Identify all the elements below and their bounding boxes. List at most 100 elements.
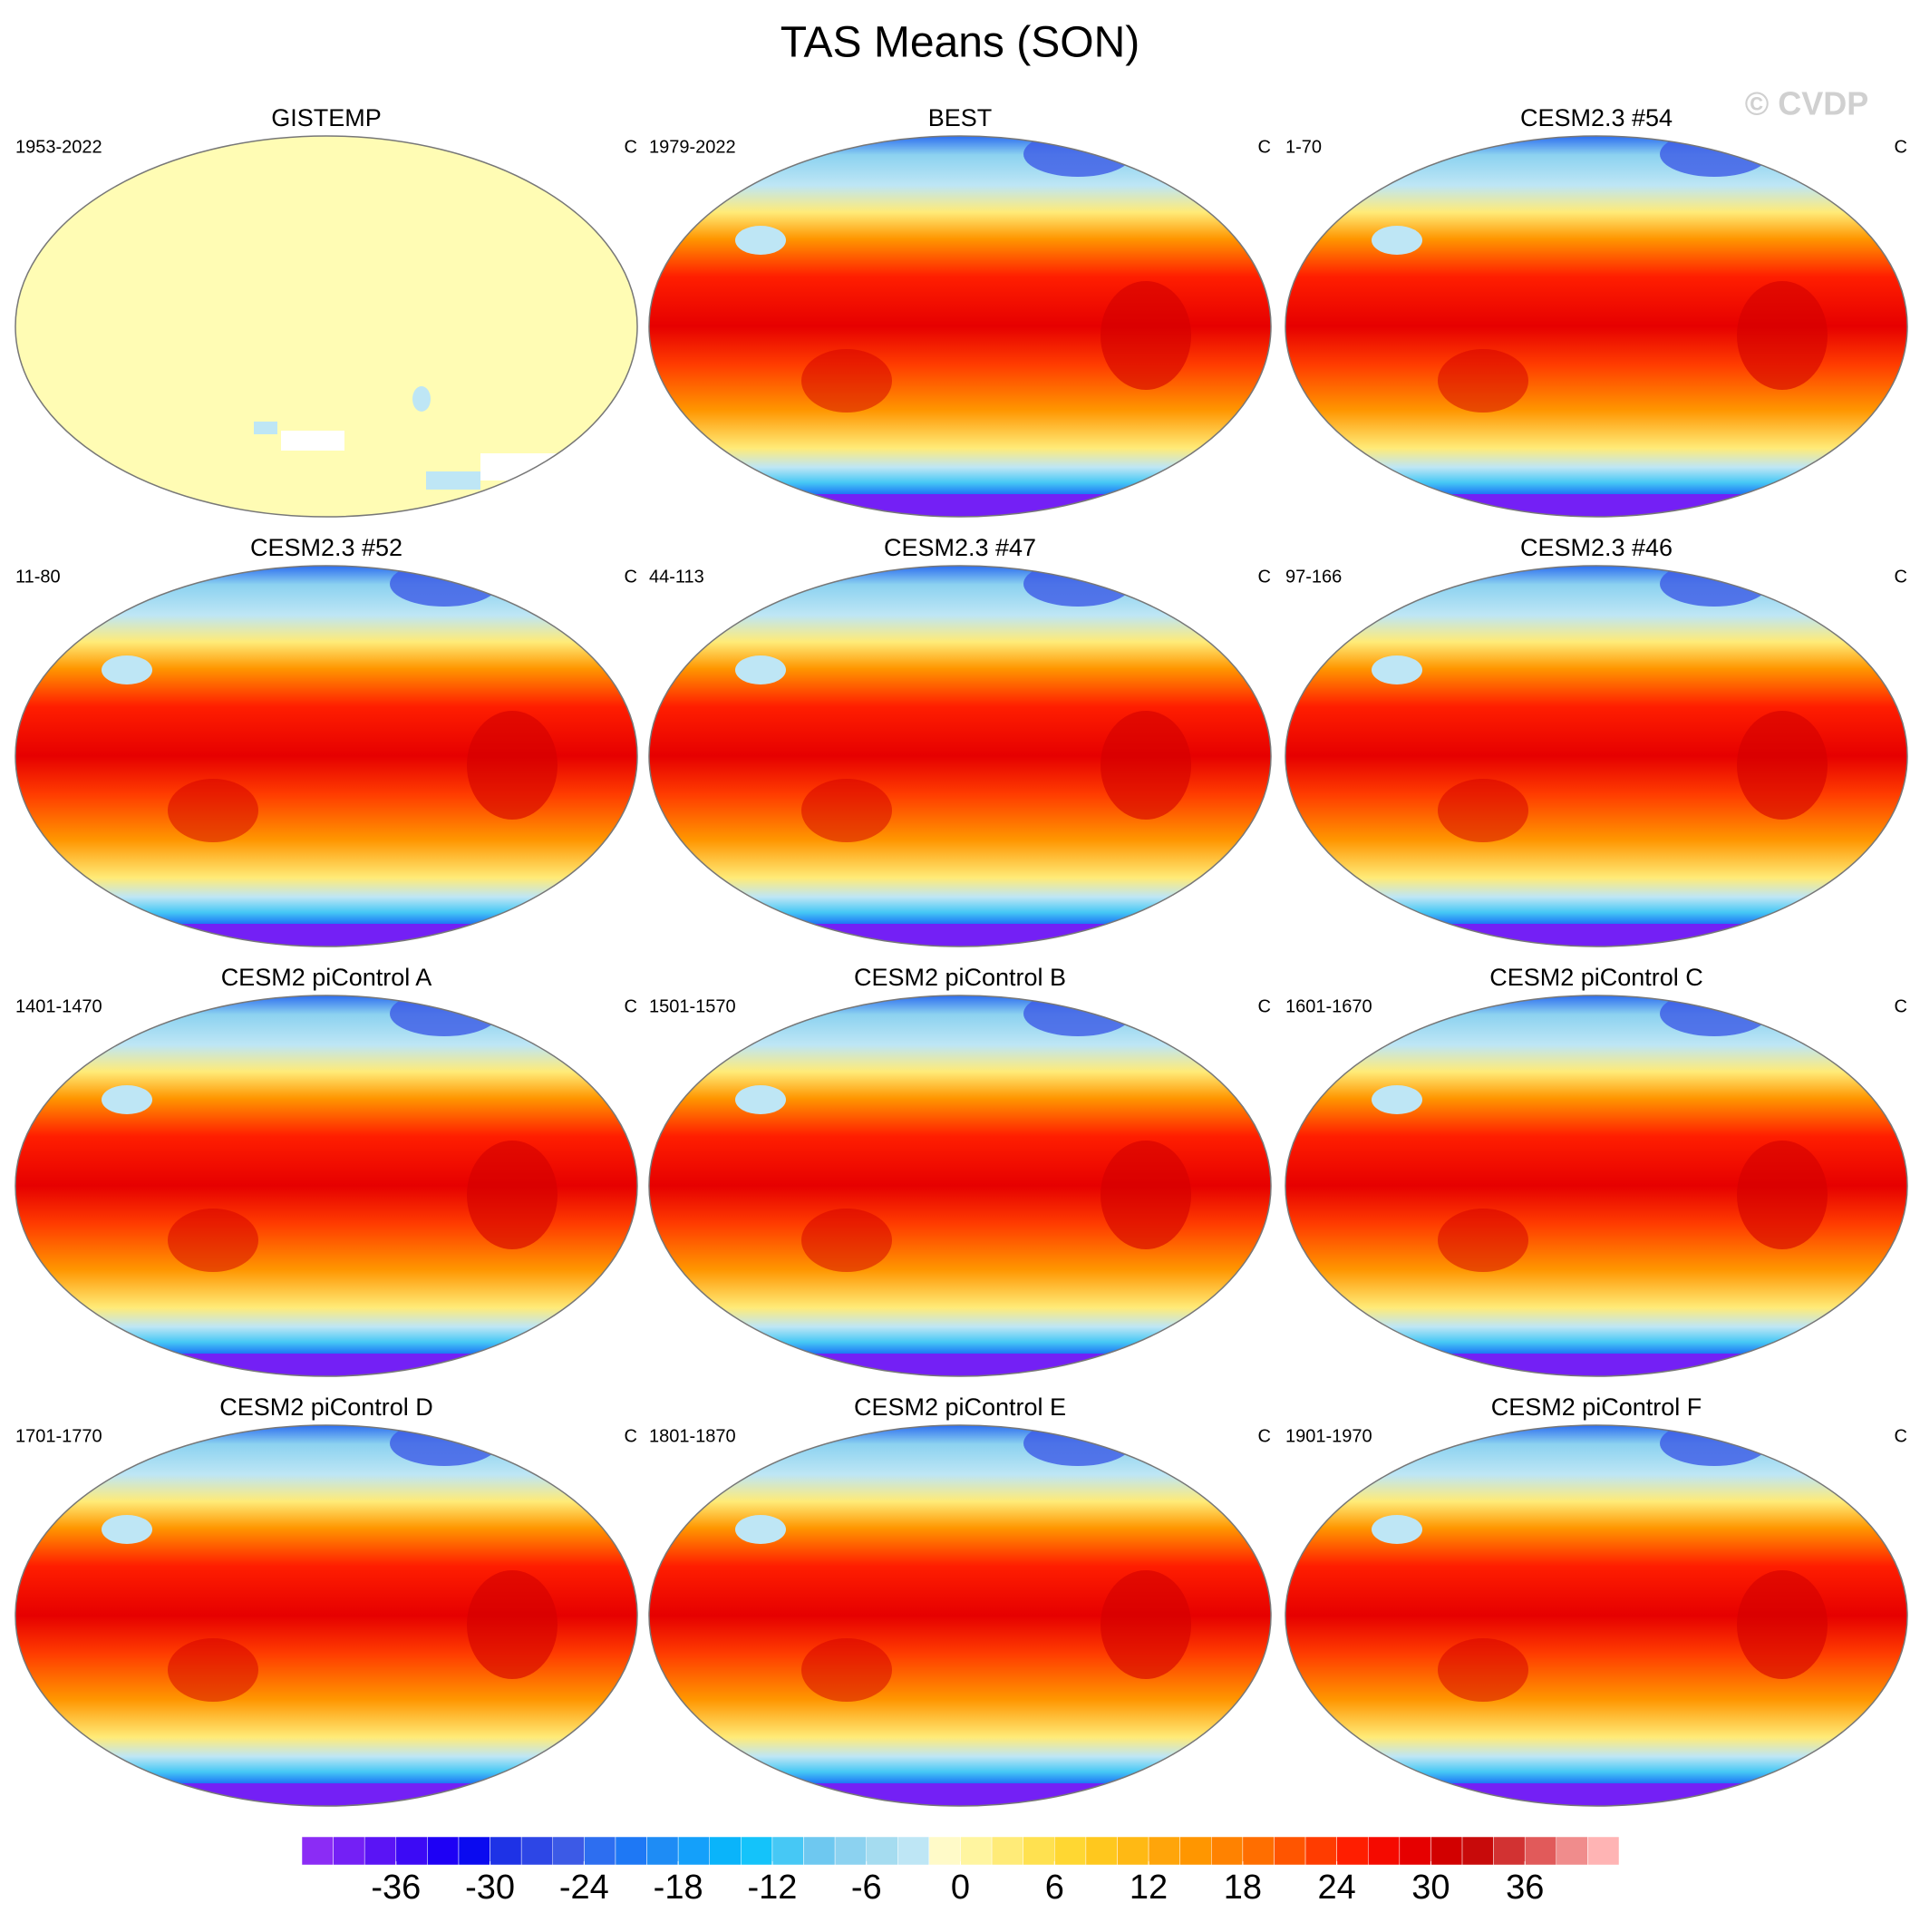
colorbar-box: [1367, 1836, 1401, 1866]
panel-units: C: [1258, 567, 1271, 587]
warm-land: [467, 1141, 558, 1249]
colorbar-box: [677, 1836, 710, 1866]
colorbar-box: [1179, 1836, 1212, 1866]
colorbar-label: -6: [851, 1869, 882, 1907]
cold-region: [1023, 136, 1132, 177]
map-panel: CESM2.3 #46 97-166 C: [1285, 534, 1908, 947]
colorbar-box: [928, 1836, 961, 1866]
cold-patch: [254, 422, 277, 434]
panel-period: 1801-1870: [649, 1426, 736, 1446]
cold-region: [390, 1425, 499, 1466]
colorbar-box: [458, 1836, 490, 1866]
colorbar-label: -18: [654, 1869, 703, 1907]
panel-title: CESM2 piControl B: [854, 964, 1066, 991]
cold-region: [1372, 1515, 1422, 1544]
colorbar-box: [1304, 1836, 1337, 1866]
map-field: [649, 1425, 1271, 1806]
map-outline: [15, 565, 638, 947]
panel-period: 11-80: [15, 567, 61, 587]
map-field: [15, 566, 637, 947]
colorbar-box: [1430, 1836, 1463, 1866]
warm-land: [1438, 779, 1528, 842]
cold-region: [735, 226, 786, 255]
map-field: [15, 995, 637, 1376]
map-outline: [1285, 1424, 1908, 1807]
cold-region: [1023, 566, 1132, 607]
panel-title: CESM2.3 #47: [884, 534, 1036, 561]
colorbar-label: 18: [1224, 1869, 1262, 1907]
panel-period: 97-166: [1285, 567, 1342, 587]
map-panel: CESM2 piControl D 1701-1770 C: [15, 1393, 638, 1807]
map-field: [1285, 566, 1907, 947]
panel-units: C: [1895, 137, 1907, 157]
map-features: [1372, 995, 1828, 1376]
panel-units: C: [625, 567, 637, 587]
map-features: [102, 995, 558, 1376]
map-outline: [648, 995, 1272, 1377]
map-field: [649, 566, 1271, 947]
warm-land: [1438, 1638, 1528, 1702]
colorbar-box: [741, 1836, 773, 1866]
colorbar-box: [1556, 1836, 1588, 1866]
colorbar-label: 0: [951, 1869, 970, 1907]
cold-region: [102, 1515, 152, 1544]
cold-region: [1023, 995, 1132, 1036]
panel-title: CESM2 piControl D: [219, 1393, 433, 1421]
cold-region: [102, 655, 152, 684]
cold-region: [735, 1515, 786, 1544]
warm-land: [168, 1209, 258, 1272]
warm-land: [801, 349, 892, 413]
colorbar-box: [1524, 1836, 1557, 1866]
colorbar-box: [897, 1836, 930, 1866]
warm-land: [1438, 349, 1528, 413]
colorbar-box: [520, 1836, 554, 1866]
warm-land: [1737, 1570, 1828, 1679]
warm-land: [1101, 1570, 1191, 1679]
map-panel: CESM2 piControl C 1601-1670 C: [1285, 964, 1908, 1377]
cold-region: [1660, 995, 1769, 1036]
colorbar-label: 12: [1130, 1869, 1168, 1907]
colorbar-label: -24: [559, 1869, 609, 1907]
colorbar-label: -30: [465, 1869, 515, 1907]
panel-units: C: [1258, 1426, 1271, 1446]
watermark: © CVDP: [1745, 85, 1869, 122]
map-panel: CESM2 piControl B 1501-1570 C: [648, 964, 1272, 1377]
colorbar-box: [803, 1836, 836, 1866]
warm-land: [801, 779, 892, 842]
panel-units: C: [625, 137, 637, 157]
colorbar-box: [1085, 1836, 1118, 1866]
panel-period: 1501-1570: [649, 996, 736, 1016]
colorbar-box: [1493, 1836, 1526, 1866]
panel-title: CESM2 piControl A: [221, 964, 432, 991]
map-panel: CESM2.3 #54 1-70 C: [1285, 104, 1908, 518]
colorbar-label: 36: [1506, 1869, 1544, 1907]
panel-units: C: [1895, 567, 1907, 587]
panel-period: 1979-2022: [649, 137, 736, 157]
map-background: [15, 136, 637, 517]
cold-region: [1660, 566, 1769, 607]
colorbar-box: [1211, 1836, 1244, 1866]
ice-patch: [281, 431, 344, 451]
warm-land: [1737, 711, 1828, 820]
map-outline: [15, 135, 638, 518]
colorbar-box: [427, 1836, 460, 1866]
colorbar-box: [1461, 1836, 1494, 1866]
map-outline: [1285, 995, 1908, 1377]
cold-patch: [426, 471, 480, 490]
colorbar-box: [301, 1836, 334, 1866]
map-field: [1285, 995, 1907, 1376]
colorbar-label: 24: [1318, 1869, 1356, 1907]
colorbar-box: [1274, 1836, 1306, 1866]
cold-region: [102, 1085, 152, 1114]
colorbar-box: [709, 1836, 742, 1866]
warm-land: [168, 1638, 258, 1702]
colorbar-box: [552, 1836, 585, 1866]
warm-land: [168, 779, 258, 842]
panel-title: CESM2 piControl E: [854, 1393, 1066, 1421]
cold-patch: [412, 386, 431, 412]
map-panel: CESM2 piControl F 1901-1970 C: [1285, 1393, 1908, 1807]
warm-land: [1101, 711, 1191, 820]
colorbar-label: 30: [1411, 1869, 1450, 1907]
colorbar-box: [395, 1836, 428, 1866]
